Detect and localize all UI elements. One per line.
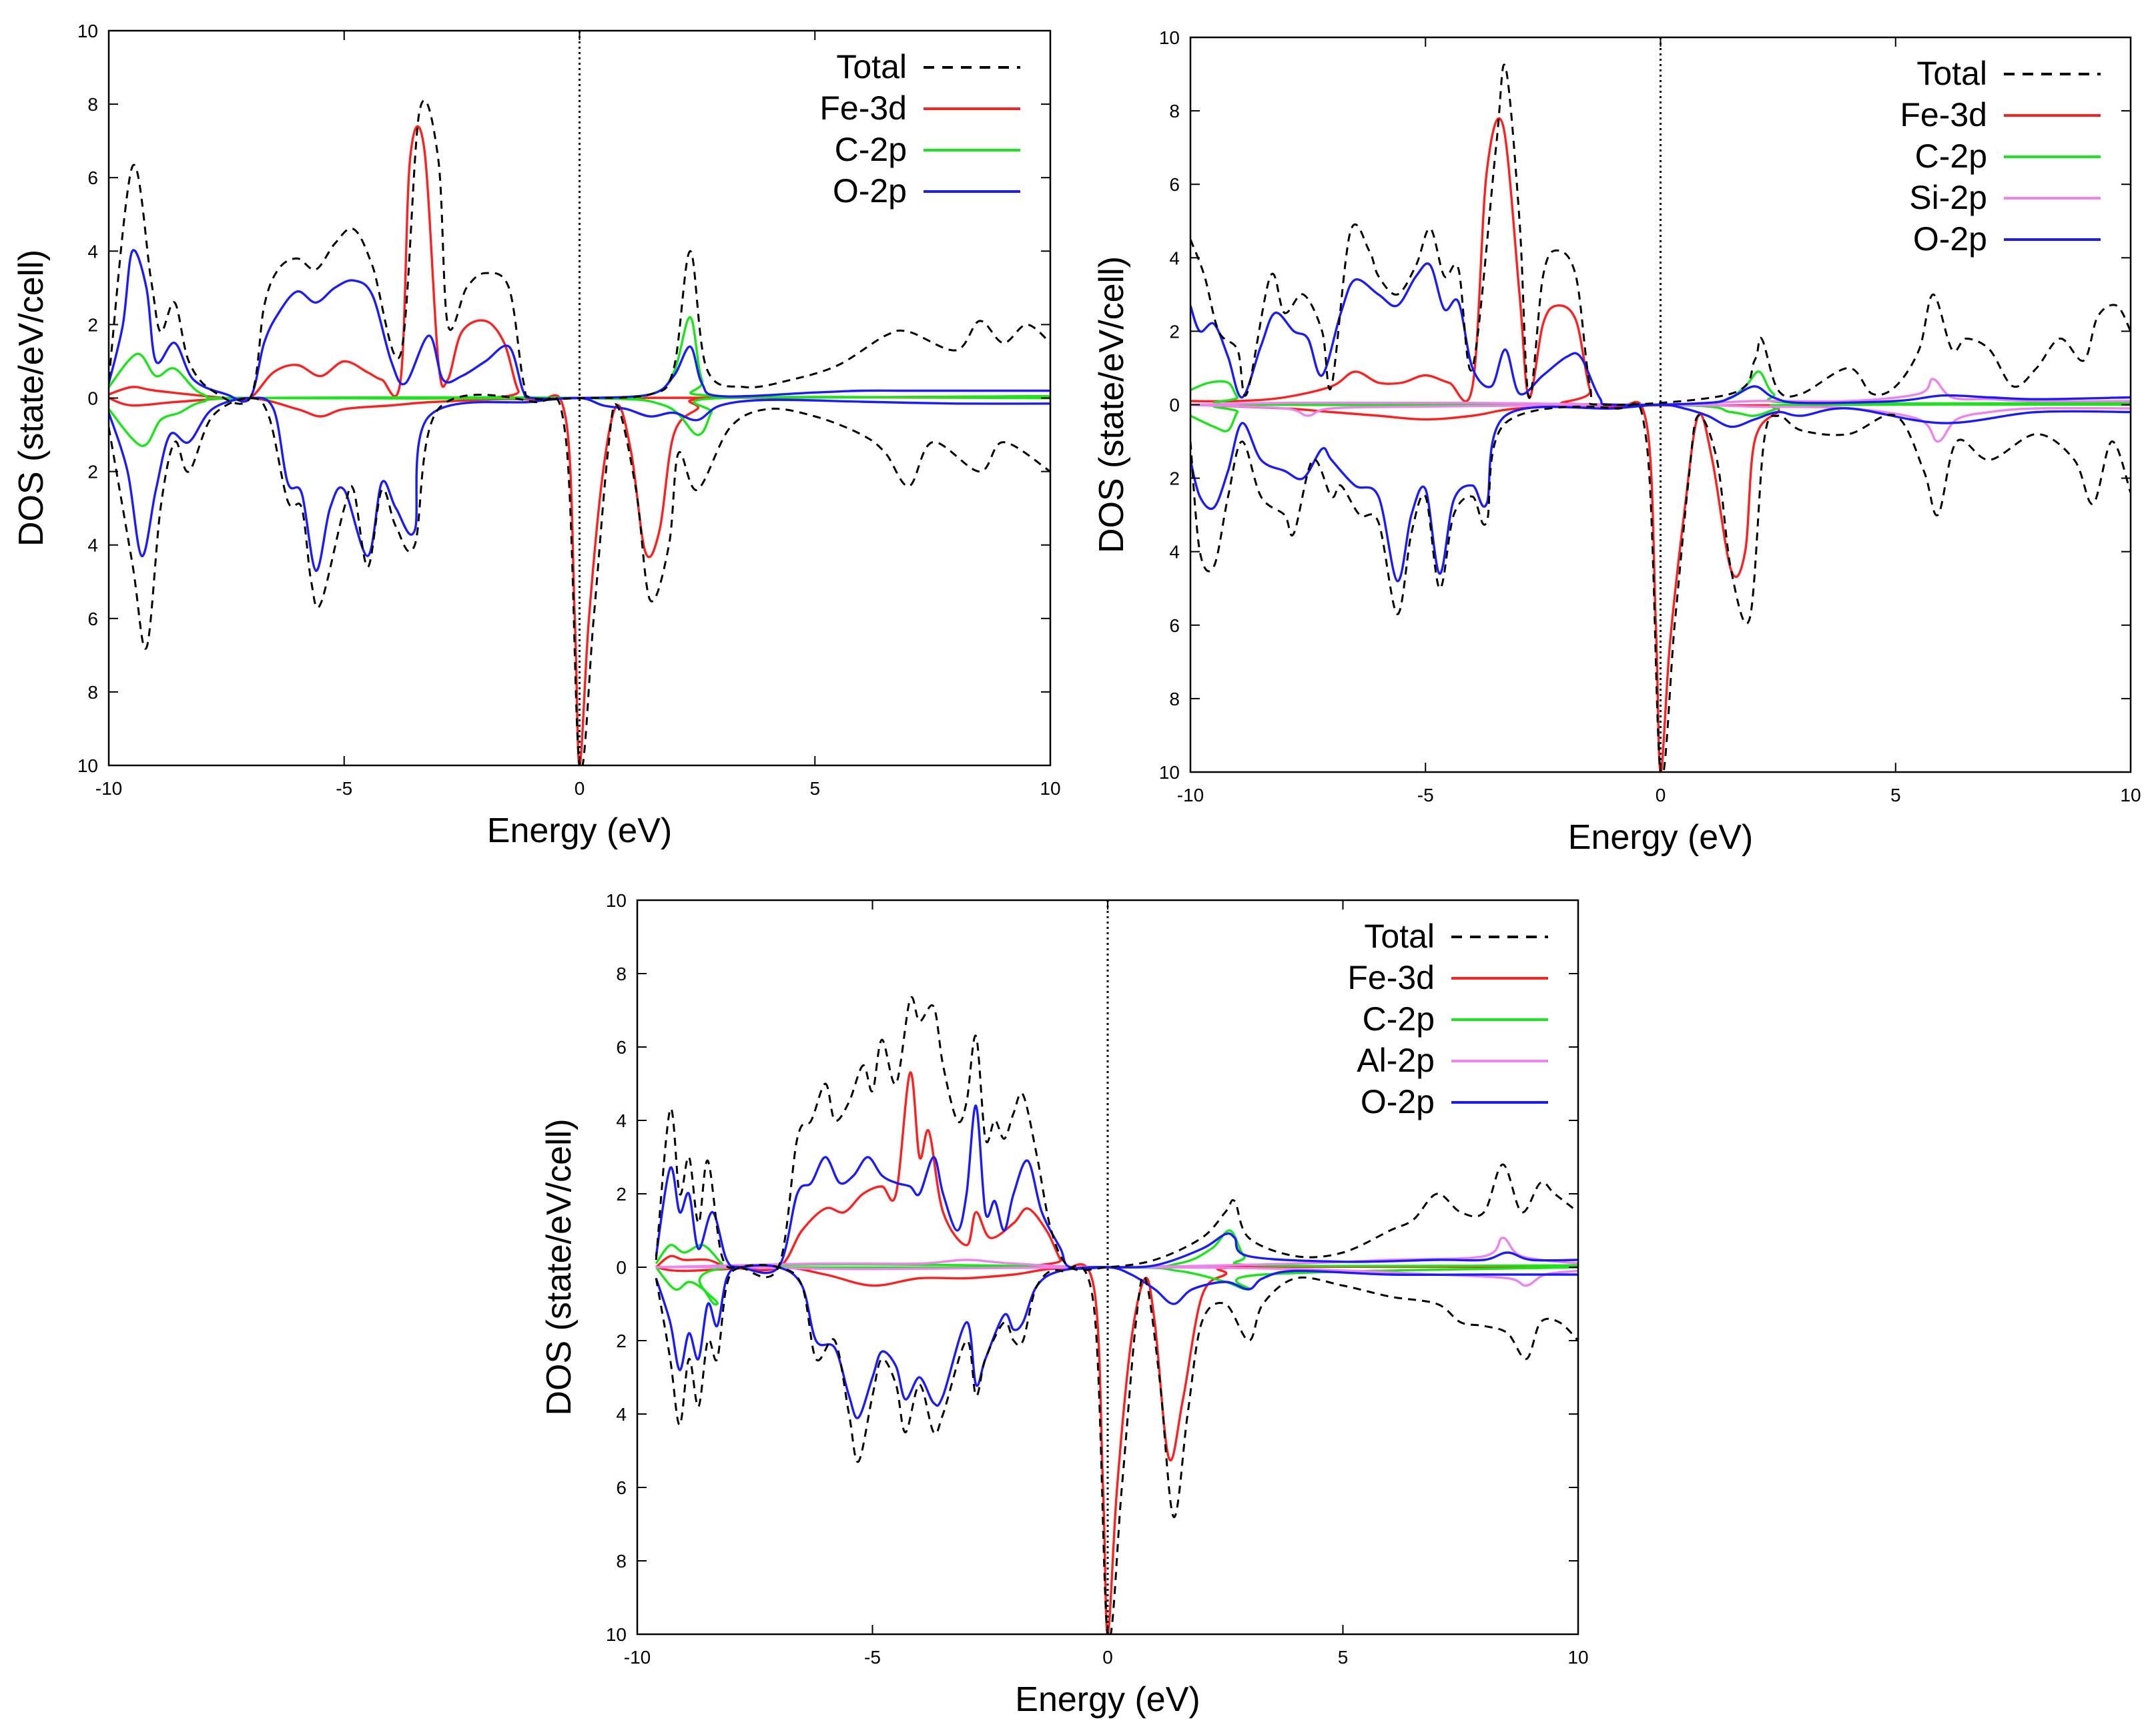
y-tick-label: 10	[606, 890, 627, 911]
legend: Total Fe-3d C-2p Al-2p O-2p	[1347, 918, 1548, 1120]
series-line-fe-3d-spin-up	[109, 125, 1050, 402]
x-axis-label: Energy (eV)	[1015, 1680, 1200, 1719]
y-tick-label: 10	[606, 1624, 627, 1645]
y-tick-label: 4	[616, 1110, 627, 1131]
legend-label: Total	[836, 48, 907, 85]
series-line-o-2p-spin-down	[1190, 403, 2131, 583]
x-tick-label: 10	[2120, 785, 2141, 805]
data-lines	[109, 99, 1050, 765]
series-line-total-spin-up	[1190, 63, 2131, 406]
y-tick-label: 6	[87, 609, 98, 629]
series-line-c-2p-spin-up	[655, 1229, 1578, 1269]
x-tick-label: -10	[624, 1647, 651, 1668]
x-tick-label: 5	[809, 778, 820, 799]
series-line-c-2p-spin-down	[655, 1263, 1578, 1306]
y-tick-label: 0	[1169, 395, 1180, 416]
data-lines	[655, 996, 1578, 1634]
y-tick-label: 2	[616, 1184, 627, 1204]
y-axis-label: DOS (state/eV/cell)	[12, 250, 51, 547]
y-tick-label: 4	[1169, 248, 1180, 268]
x-tick-label: -5	[1417, 785, 1434, 805]
y-tick-label: 2	[87, 314, 98, 335]
series-line-o-2p-spin-up	[1190, 262, 2131, 406]
series-line-o-2p-spin-down	[109, 396, 1050, 572]
legend-label: O-2p	[833, 172, 907, 210]
series-line-total-spin-down	[655, 1264, 1578, 1634]
x-tick-label: -5	[336, 778, 352, 799]
legend: Total Fe-3d C-2p Si-2p O-2p	[1900, 55, 2101, 258]
series-line-o-2p-spin-up	[655, 1104, 1578, 1275]
y-tick-label: 10	[77, 21, 98, 41]
x-tick-label: -5	[864, 1647, 881, 1668]
series-line-total-spin-down	[1190, 402, 2131, 772]
y-tick-label: 8	[1169, 101, 1180, 121]
legend-label: O-2p	[1913, 220, 1987, 258]
x-tick-label: 0	[1102, 1647, 1113, 1668]
y-tick-label: 2	[1169, 468, 1180, 489]
series-line-total-spin-up	[655, 996, 1578, 1279]
x-tick-label: 5	[1890, 785, 1901, 805]
series-line-o-2p-spin-up	[109, 249, 1050, 403]
x-axis-label: Energy (eV)	[487, 811, 672, 850]
y-tick-label: 2	[87, 462, 98, 482]
series-line-fe-3d-spin-down	[655, 1263, 1578, 1634]
x-tick-label: -10	[1177, 785, 1204, 805]
series-line-fe-3d-spin-down	[1190, 400, 2131, 772]
y-tick-label: 2	[1169, 321, 1180, 342]
y-tick-label: 8	[87, 682, 98, 703]
series-line-fe-3d-spin-up	[1190, 117, 2131, 407]
y-axis-label: DOS (state/eV/cell)	[540, 1118, 579, 1415]
legend-label: C-2p	[835, 131, 907, 168]
y-tick-label: 8	[1169, 689, 1180, 709]
legend-label: C-2p	[1363, 1000, 1435, 1038]
y-tick-label: 2	[616, 1331, 627, 1351]
series-line-si-2p-spin-up	[1190, 378, 2131, 406]
x-tick-label: 0	[575, 778, 585, 799]
legend-label: Si-2p	[1909, 179, 1987, 216]
y-tick-label: 4	[87, 241, 98, 262]
legend-label: Total	[1364, 918, 1435, 955]
y-tick-label: 6	[87, 167, 98, 188]
y-tick-label: 0	[616, 1257, 627, 1278]
y-tick-label: 8	[87, 94, 98, 115]
y-tick-label: 4	[87, 535, 98, 556]
legend-label: Fe-3d	[1900, 96, 1987, 133]
y-tick-label: 10	[1159, 27, 1180, 48]
legend-label: Fe-3d	[819, 89, 907, 127]
y-tick-label: 4	[1169, 542, 1180, 563]
legend-label: O-2p	[1361, 1083, 1435, 1120]
legend-label: Fe-3d	[1347, 959, 1435, 996]
series-line-o-2p-spin-down	[655, 1264, 1578, 1419]
y-tick-label: 6	[1169, 174, 1180, 195]
y-tick-label: 8	[616, 964, 627, 984]
x-axis-label: Energy (eV)	[1568, 818, 1753, 857]
series-line-si-2p-spin-down	[1190, 403, 2131, 443]
y-tick-label: 8	[616, 1551, 627, 1572]
legend-label: Total	[1916, 55, 1987, 92]
y-tick-label: 10	[1159, 762, 1180, 783]
y-tick-label: 10	[77, 755, 98, 776]
legend: Total Fe-3d C-2p O-2p	[819, 48, 1020, 210]
data-lines	[1190, 63, 2131, 772]
legend-label: C-2p	[1915, 137, 1987, 175]
y-tick-label: 6	[616, 1037, 627, 1058]
x-tick-label: 10	[1567, 1647, 1588, 1668]
y-tick-label: 0	[87, 388, 98, 409]
x-tick-label: 10	[1040, 778, 1060, 799]
x-tick-label: -10	[95, 778, 122, 799]
x-tick-label: 0	[1656, 785, 1666, 805]
y-tick-label: 6	[616, 1477, 627, 1498]
y-tick-label: 4	[616, 1404, 627, 1425]
y-axis-label: DOS (state/eV/cell)	[1092, 256, 1131, 553]
series-line-fe-3d-spin-up	[655, 1071, 1578, 1272]
x-tick-label: 5	[1338, 1647, 1349, 1668]
y-tick-label: 6	[1169, 615, 1180, 636]
series-line-al-2p-spin-down	[656, 1266, 1578, 1287]
legend-label: Al-2p	[1357, 1042, 1435, 1079]
series-line-total-spin-down	[109, 394, 1050, 765]
